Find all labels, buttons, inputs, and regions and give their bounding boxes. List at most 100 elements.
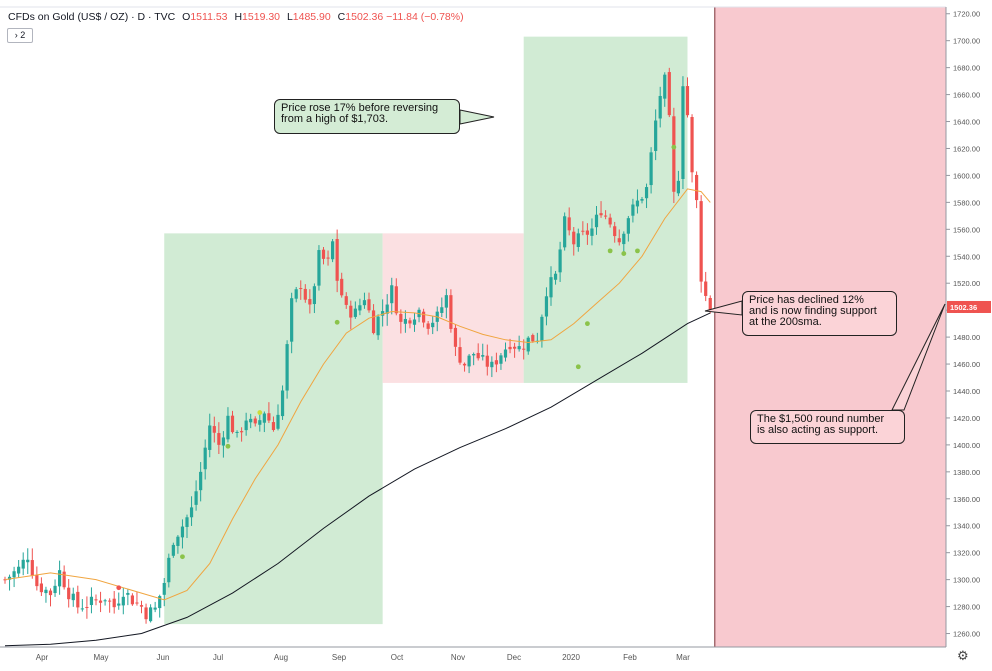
- candle-body: [12, 571, 16, 578]
- candle-body: [362, 300, 367, 306]
- sma50-line: [4, 188, 711, 601]
- candle-body: [321, 249, 326, 259]
- y-tick-label: 1260.00: [953, 630, 980, 639]
- candle-body: [53, 585, 57, 594]
- candle-body: [312, 286, 316, 305]
- signal-dot: [575, 364, 581, 370]
- candle-body: [67, 587, 71, 600]
- y-tick-label: 1680.00: [953, 64, 980, 73]
- candle-body: [517, 346, 521, 350]
- candle-body: [317, 250, 321, 286]
- candle-body: [449, 295, 453, 329]
- close-value: 1502.36: [345, 11, 384, 23]
- candle-body: [171, 544, 175, 556]
- candle-body: [390, 285, 394, 304]
- candle-body: [690, 117, 694, 173]
- y-tick-label: 1560.00: [953, 225, 980, 234]
- candle-body: [440, 307, 444, 313]
- signal-dot: [607, 248, 613, 254]
- x-tick-label: May: [93, 653, 108, 662]
- candle-body: [80, 608, 84, 610]
- candle-body: [108, 600, 112, 602]
- low-label: L: [286, 11, 293, 23]
- x-tick-label: Sep: [332, 653, 347, 662]
- candle-body: [613, 226, 617, 237]
- x-tick-label: Jul: [213, 653, 223, 662]
- candle-body: [89, 596, 94, 606]
- candle-body: [394, 286, 398, 314]
- candle-body: [663, 74, 667, 99]
- candle-body: [299, 288, 303, 290]
- candle-body: [98, 600, 103, 603]
- y-tick-label: 1540.00: [953, 252, 980, 261]
- candle-body: [39, 583, 43, 593]
- candle-body: [290, 298, 294, 342]
- low-value: 1485.90: [292, 11, 331, 23]
- candle-body: [303, 288, 307, 300]
- candle-body: [649, 152, 653, 186]
- candle-body: [212, 426, 216, 433]
- candle-body: [476, 352, 480, 359]
- candle-body: [453, 327, 458, 347]
- candle-body: [444, 295, 448, 308]
- candle-body: [581, 230, 585, 232]
- y-tick-label: 1720.00: [953, 10, 980, 19]
- candle-body: [349, 305, 353, 318]
- y-tick-label: 1600.00: [953, 171, 980, 180]
- last-price-label: 1502.36: [950, 303, 977, 312]
- signal-dot: [621, 251, 627, 256]
- candle-body: [522, 348, 526, 350]
- candle-body: [644, 187, 649, 199]
- candle-body: [226, 415, 230, 440]
- candle-body: [399, 313, 403, 322]
- candle-body: [340, 278, 344, 296]
- y-tick-label: 1640.00: [953, 118, 980, 127]
- candle-body: [285, 344, 289, 391]
- candle-body: [481, 355, 485, 357]
- candle-body: [549, 277, 553, 298]
- indicator-toggle-button[interactable]: › 2: [7, 28, 33, 43]
- candle-body: [667, 72, 671, 116]
- candle-body: [576, 233, 580, 247]
- y-tick-label: 1700.00: [953, 37, 980, 46]
- candle-body: [408, 320, 412, 324]
- signal-dot: [334, 319, 340, 325]
- annotation-rise: Price rose 17% before reversing from a h…: [274, 99, 460, 134]
- candle-body: [230, 415, 235, 433]
- candle-body: [599, 213, 603, 216]
- candle-body: [335, 239, 339, 281]
- candle-body: [185, 517, 189, 527]
- candle-body: [572, 231, 576, 245]
- x-tick-label: Apr: [36, 653, 49, 662]
- candle-body: [544, 296, 549, 317]
- candle-body: [617, 238, 621, 243]
- y-tick-label: 1320.00: [953, 549, 980, 558]
- candle-body: [485, 355, 489, 367]
- x-tick-label: Jun: [157, 653, 170, 662]
- candle-body: [331, 241, 335, 260]
- candle-body: [221, 437, 225, 446]
- y-tick-label: 1580.00: [953, 198, 980, 207]
- candle-body: [144, 607, 148, 620]
- y-tick-label: 1460.00: [953, 360, 980, 369]
- candle-body: [76, 591, 80, 608]
- x-tick-label: Nov: [451, 653, 465, 662]
- sma200-line: [4, 312, 711, 647]
- candle-body: [71, 593, 75, 601]
- settings-gear-icon[interactable]: ⚙: [957, 648, 969, 663]
- candle-body: [35, 575, 39, 587]
- signal-dot: [635, 248, 640, 254]
- candle-body: [94, 599, 98, 601]
- x-tick-label: Oct: [391, 653, 404, 662]
- candle-body: [585, 230, 589, 235]
- candle-body: [135, 602, 139, 604]
- candle-body: [44, 589, 48, 594]
- y-tick-label: 1340.00: [953, 522, 980, 531]
- candle-body: [622, 233, 626, 245]
- candle-body: [513, 346, 517, 349]
- candle-body: [294, 289, 298, 299]
- candle-body: [608, 217, 612, 225]
- candle-body: [62, 571, 66, 588]
- candle-body: [167, 557, 171, 583]
